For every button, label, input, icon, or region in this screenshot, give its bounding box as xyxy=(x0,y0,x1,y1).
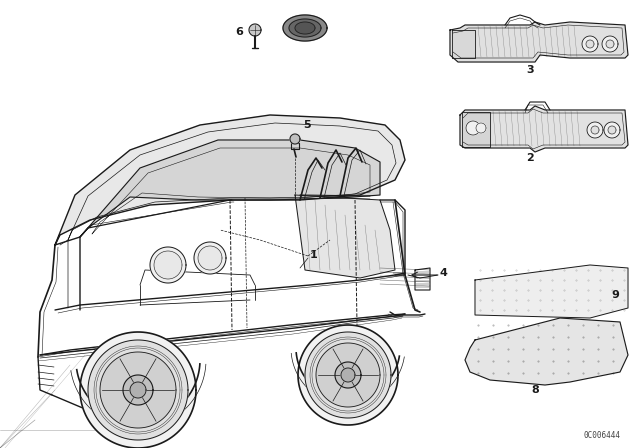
Polygon shape xyxy=(466,121,480,135)
Polygon shape xyxy=(305,332,391,418)
Text: 5: 5 xyxy=(303,120,310,130)
Polygon shape xyxy=(608,126,616,134)
Polygon shape xyxy=(586,40,594,48)
Polygon shape xyxy=(194,242,226,274)
Polygon shape xyxy=(582,36,598,52)
Text: 6: 6 xyxy=(235,27,243,37)
Polygon shape xyxy=(476,123,486,133)
Polygon shape xyxy=(80,140,380,237)
Polygon shape xyxy=(335,362,361,388)
Polygon shape xyxy=(591,126,599,134)
Polygon shape xyxy=(587,122,603,138)
Polygon shape xyxy=(465,318,628,385)
Polygon shape xyxy=(606,40,614,48)
Polygon shape xyxy=(283,15,327,41)
Polygon shape xyxy=(452,30,475,58)
Polygon shape xyxy=(295,22,315,34)
Text: 8: 8 xyxy=(531,385,539,395)
Polygon shape xyxy=(100,352,176,428)
Polygon shape xyxy=(130,382,146,398)
Polygon shape xyxy=(249,24,261,36)
Text: 4: 4 xyxy=(440,268,448,278)
Polygon shape xyxy=(80,332,196,448)
Text: 1: 1 xyxy=(310,250,317,260)
Polygon shape xyxy=(290,134,300,144)
Polygon shape xyxy=(154,251,182,279)
Polygon shape xyxy=(150,247,186,283)
Text: 9: 9 xyxy=(611,290,619,300)
Text: 3: 3 xyxy=(526,65,534,75)
Polygon shape xyxy=(602,36,618,52)
Text: 2: 2 xyxy=(526,153,534,163)
Text: 0C006444: 0C006444 xyxy=(583,431,620,440)
Polygon shape xyxy=(475,265,628,318)
Polygon shape xyxy=(198,246,222,270)
Polygon shape xyxy=(450,22,628,62)
Polygon shape xyxy=(604,122,620,138)
Polygon shape xyxy=(88,340,188,440)
Polygon shape xyxy=(460,106,628,152)
Polygon shape xyxy=(55,115,405,245)
Polygon shape xyxy=(316,343,380,407)
Polygon shape xyxy=(341,368,355,382)
Polygon shape xyxy=(295,195,395,278)
Polygon shape xyxy=(289,19,321,37)
Polygon shape xyxy=(462,112,490,147)
Text: 7: 7 xyxy=(318,23,326,33)
Polygon shape xyxy=(123,375,153,405)
Polygon shape xyxy=(298,325,398,425)
